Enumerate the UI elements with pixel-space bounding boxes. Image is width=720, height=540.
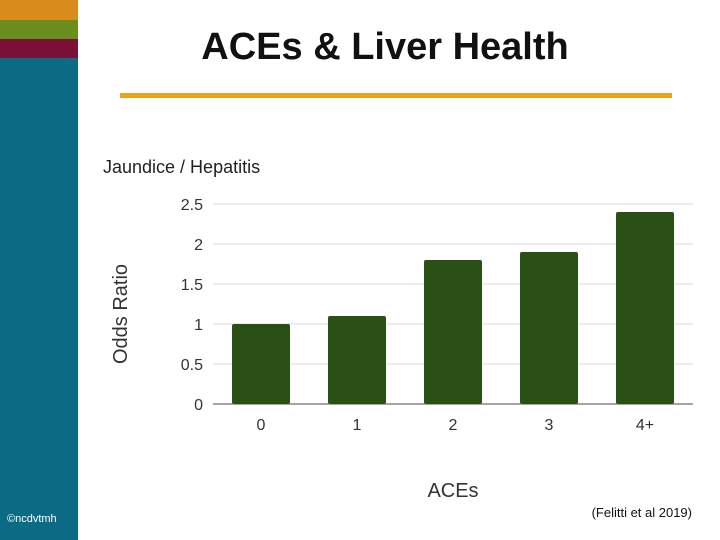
bars (232, 212, 674, 404)
x-axis-label: ACEs (427, 480, 478, 502)
bar-1 (328, 316, 386, 404)
copyright-text: ©ncdvtmh (7, 513, 57, 525)
x-tick-labels: 0 1 2 3 4+ (257, 417, 655, 434)
bar-4+ (616, 212, 674, 404)
title-underline (120, 93, 672, 98)
slide-title: ACEs & Liver Health (201, 26, 569, 68)
y-tick-label: 0 (194, 397, 203, 414)
y-tick-label: 2.5 (181, 197, 203, 214)
x-tick-label: 3 (545, 417, 554, 434)
x-tick-label: 0 (257, 417, 266, 434)
x-tick-label: 1 (353, 417, 362, 434)
x-tick-label: 2 (449, 417, 458, 434)
y-tick-label: 0.5 (181, 357, 203, 374)
y-tick-label: 2 (194, 237, 203, 254)
bar-0 (232, 324, 290, 404)
citation-text: (Felitti et al 2019) (591, 505, 692, 520)
bar-2 (424, 260, 482, 404)
y-axis-label: Odds Ratio (110, 264, 132, 364)
chart-title: Jaundice / Hepatitis (103, 157, 260, 177)
bar-3 (520, 252, 578, 404)
sidebar-stripe-orange (0, 0, 78, 20)
y-tick-label: 1.5 (181, 277, 203, 294)
sidebar-band: ©ncdvtmh (0, 0, 78, 540)
sidebar-stripe-maroon (0, 39, 78, 58)
y-tick-label: 1 (194, 317, 203, 334)
sidebar-stripe-green (0, 20, 78, 39)
y-tick-labels: 0 0.5 1 1.5 2 2.5 (181, 197, 203, 414)
x-tick-label: 4+ (636, 417, 654, 434)
